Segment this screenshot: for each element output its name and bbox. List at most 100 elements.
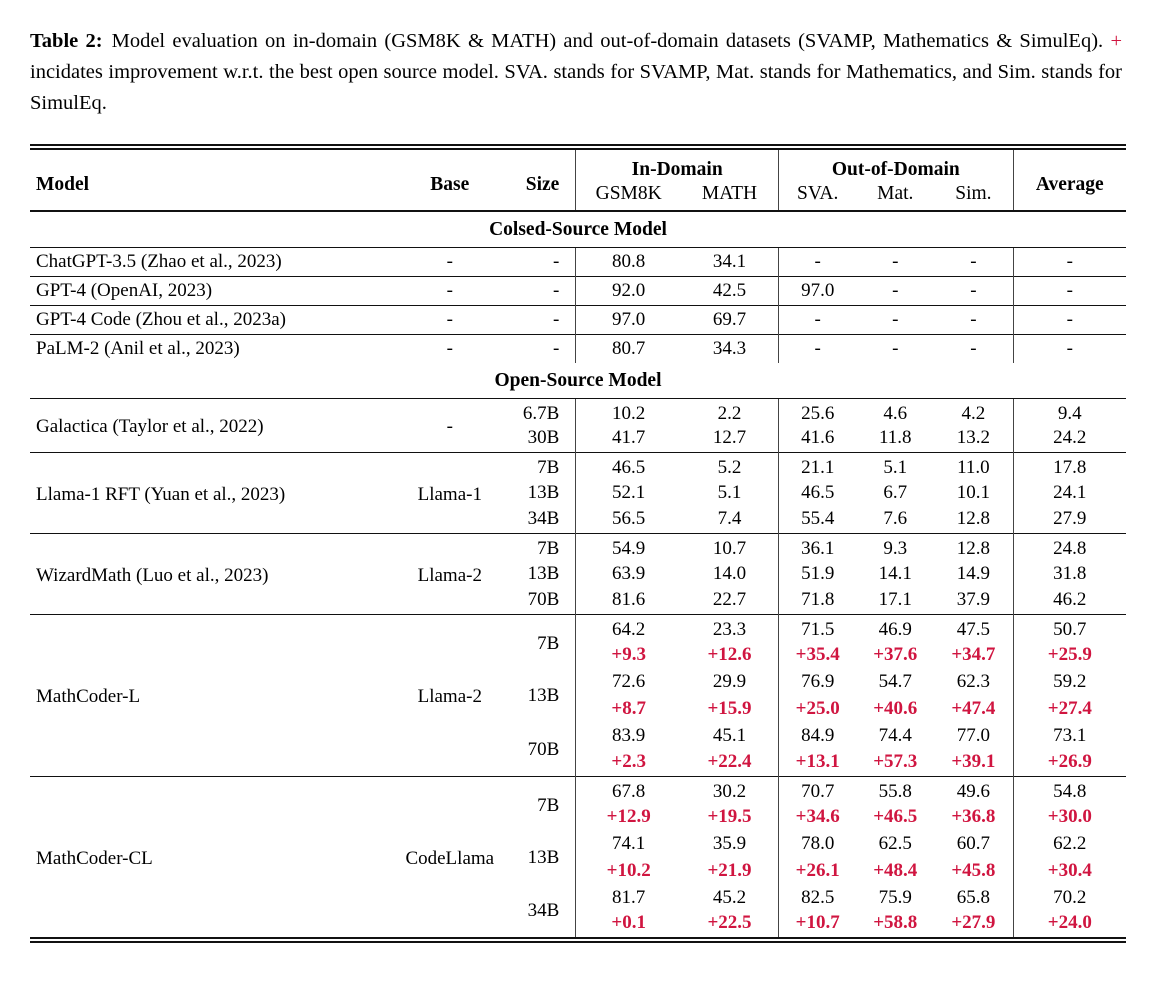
table-row: GPT-4 Code (Zhou et al., 2023a) - -97.0 69.… [30, 305, 1126, 335]
delta-cell-math: +22.4 [681, 749, 780, 777]
table-row: Llama-1 RFT (Yuan et al., 2023) Llama-1 7B… [30, 452, 1126, 534]
delta-cell-gsm8k: +2.3 [611, 750, 646, 772]
value-cell-sim: 77.0 [934, 722, 1014, 750]
value-cell-gsm8k: 46.5 [575, 452, 682, 480]
value-cell-gsm8k: 81.6 [612, 588, 646, 610]
value-cell-sva: 71.8 [801, 588, 835, 610]
delta-row: +2.3 +22.4 +13.1 +57.3 +39.1 +26.9 [30, 749, 1126, 777]
delta-cell-math: +19.5 [681, 803, 780, 831]
value-cell-gsm8k: 41.7 [612, 426, 646, 448]
delta-cell-math: +21.9 [681, 857, 780, 885]
model-name-cell: PaLM-2 (Anil et al., 2023) [30, 334, 397, 364]
value-cell-math: 5.1 [681, 479, 780, 507]
value-cell-sim: - [934, 305, 1014, 335]
value-cell-avg: - [1013, 305, 1126, 335]
table-row: ChatGPT-3.5 (Zhao et al., 2023) - -80.8 34.… [30, 247, 1126, 277]
model-name-cell: ChatGPT-3.5 (Zhao et al., 2023) [30, 247, 397, 277]
delta-cell-sim: +27.9 [934, 911, 1014, 940]
value-cell-avg: 31.8 [1053, 563, 1087, 585]
table-row: 34B 56.5 7.4 55.4 7.6 12.8 27.9 [30, 506, 1126, 534]
table-row: 34B 81.7 45.2 82.5 75.9 65.8 70.2 [30, 884, 1126, 940]
value-cell-sva: 55.4 [801, 507, 835, 529]
table-row: GPT-4 (OpenAI, 2023) - -92.0 42.5 97.0- - - [30, 276, 1126, 306]
value-cell-mat: 62.5 [878, 833, 912, 855]
table-row: PaLM-2 (Anil et al., 2023) - -80.7 34.3- - - - [30, 334, 1126, 364]
delta-cell-gsm8k: +10.2 [606, 860, 651, 882]
base-cell: Llama-2 [396, 533, 504, 615]
value-cell-math: 14.0 [681, 560, 780, 588]
model-name-cell: WizardMath (Luo et al., 2023) [30, 533, 397, 615]
value-cell-avg: 24.1 [1053, 482, 1087, 504]
delta-cell-avg: +25.9 [1047, 644, 1092, 666]
base-cell: - [396, 398, 504, 453]
delta-cell-sva: +25.0 [795, 698, 840, 720]
value-cell-mat: 11.8 [878, 426, 912, 448]
value-cell-sim: 10.1 [934, 479, 1014, 507]
delta-cell-sva: +10.7 [795, 911, 840, 933]
section-title-row: Colsed-Source Model [30, 211, 1126, 249]
model-name-cell: MathCoder-CL [30, 776, 397, 940]
value-cell-math: 10.7 [681, 533, 780, 561]
delta-cell-math: +15.9 [681, 695, 780, 723]
value-cell-gsm8k: 56.5 [612, 507, 646, 529]
value-cell-sva: 21.1 [778, 452, 857, 480]
value-cell-gsm8k: 72.6 [612, 671, 646, 693]
value-cell-sim: 13.2 [934, 425, 1014, 453]
header-base: Base [430, 173, 470, 195]
size-cell: 30B [503, 425, 577, 453]
value-cell-gsm8k: 64.2 [575, 614, 682, 642]
value-cell-gsm8k: 67.8 [575, 776, 682, 804]
value-cell-sim: 14.9 [934, 560, 1014, 588]
header-mat: Mat. [877, 182, 914, 204]
header-math: MATH [681, 181, 780, 212]
size-cell: 34B [503, 884, 577, 940]
value-cell-mat: 4.6 [856, 398, 935, 426]
value-cell-sva: - [778, 305, 857, 335]
value-cell-avg: 54.8 [1013, 776, 1126, 804]
table-header: Model Base Size In-Domain Out-of-Domain … [30, 147, 1126, 212]
caption-label: Table 2: [30, 30, 103, 52]
value-cell-math: 34.3 [681, 334, 780, 364]
model-name-cell: Llama-1 RFT (Yuan et al., 2023) [30, 452, 397, 534]
base-cell: - [396, 334, 504, 364]
section-title: Open-Source Model [30, 363, 1126, 400]
table-row: 13B 74.1 35.9 78.0 62.5 60.7 62.2 [30, 830, 1126, 885]
model-name-cell: GPT-4 Code (Zhou et al., 2023a) [30, 305, 397, 335]
size-cell: 7B [503, 614, 577, 669]
delta-cell-mat: +37.6 [873, 644, 918, 666]
value-cell-avg: - [1013, 247, 1126, 277]
value-cell-mat: 5.1 [856, 452, 935, 480]
delta-cell-sim: +45.8 [934, 857, 1014, 885]
value-cell-sva: 97.0 [778, 276, 857, 306]
delta-row: +8.7 +15.9 +25.0 +40.6 +47.4 +27.4 [30, 695, 1126, 723]
delta-cell-gsm8k: +8.7 [611, 698, 646, 720]
value-cell-sva: 76.9 [801, 671, 835, 693]
value-cell-sva: 71.5 [778, 614, 857, 642]
value-cell-gsm8k: 74.1 [612, 833, 646, 855]
delta-cell-sim: +47.4 [934, 695, 1014, 723]
base-cell: Llama-1 [396, 452, 504, 534]
value-cell-mat: 46.9 [856, 614, 935, 642]
value-cell-avg: - [1013, 334, 1126, 364]
value-cell-mat: 55.8 [856, 776, 935, 804]
base-cell: - [396, 305, 504, 335]
value-cell-sva: 36.1 [778, 533, 857, 561]
value-cell-math: 29.9 [681, 668, 780, 696]
size-cell: 70B [503, 722, 577, 777]
header-gsm8k: GSM8K [595, 182, 662, 204]
delta-cell-math: +22.5 [681, 911, 780, 940]
header-average: Average [1035, 173, 1104, 195]
value-cell-sim: 47.5 [934, 614, 1014, 642]
delta-row: +0.1 +22.5 +10.7 +58.8 +27.9 +24.0 [30, 911, 1126, 940]
size-cell: 13B [503, 479, 577, 507]
paper-page: Table 2: Model evaluation on in-domain (G… [30, 30, 1126, 943]
delta-cell-avg: +30.0 [1047, 806, 1092, 828]
value-cell-avg: 50.7 [1013, 614, 1126, 642]
delta-cell-mat: +40.6 [873, 698, 918, 720]
value-cell-math: 45.1 [681, 722, 780, 750]
value-cell-avg: 9.4 [1013, 398, 1126, 426]
value-cell-math: 22.7 [681, 587, 780, 615]
base-cell: CodeLlama [396, 776, 504, 940]
value-cell-avg: 73.1 [1053, 725, 1087, 747]
base-cell: - [396, 247, 504, 277]
